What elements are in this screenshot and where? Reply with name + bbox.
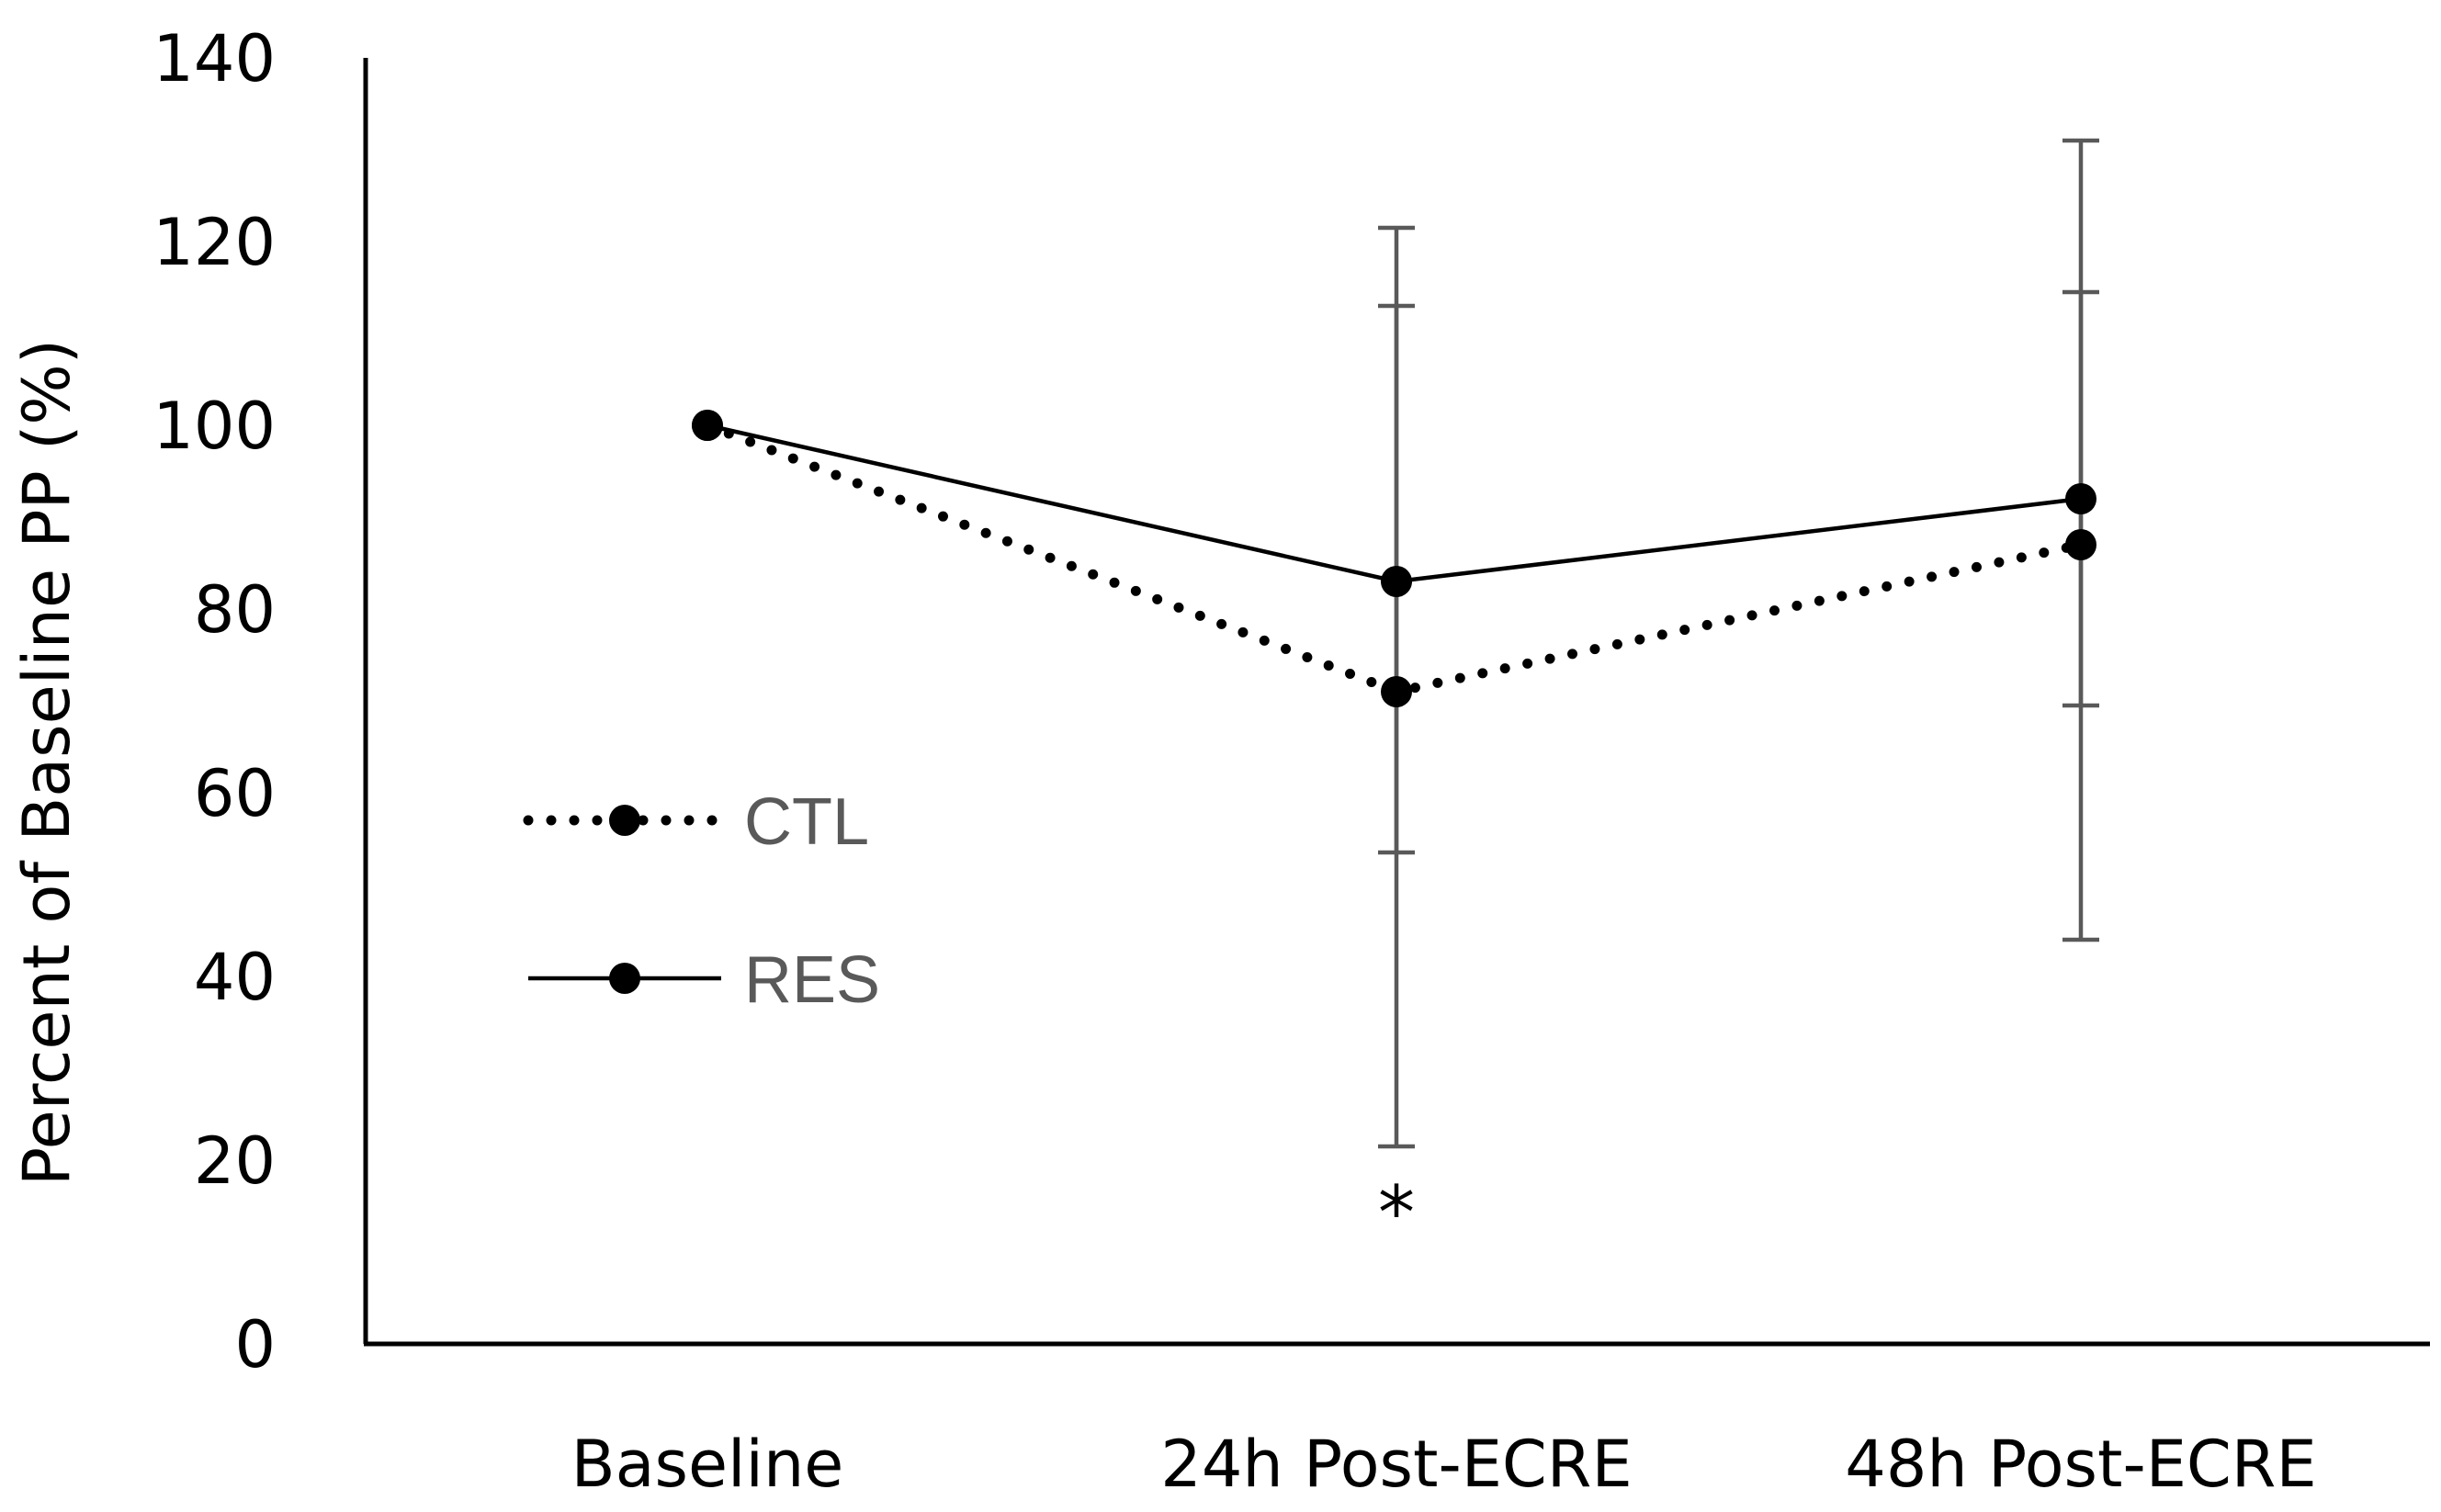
y-tick-label: 20 xyxy=(194,1123,276,1199)
data-point-res xyxy=(692,410,723,441)
significance-asterisk: * xyxy=(1378,1170,1415,1256)
legend-marker-ctl xyxy=(609,805,640,836)
data-point-ctl xyxy=(2065,529,2096,560)
series-line-res xyxy=(706,423,2082,584)
y-tick-labels: 0 20 40 60 80 100 120 140 xyxy=(153,21,276,1382)
error-bars xyxy=(1378,138,2099,1149)
data-point-res xyxy=(1381,566,1412,597)
y-tick-label: 100 xyxy=(153,389,276,464)
data-point-ctl xyxy=(1381,676,1412,707)
x-category-label: 24h Post-ECRE xyxy=(1160,1427,1632,1502)
y-tick-label: 120 xyxy=(153,205,276,280)
y-tick-label: 40 xyxy=(194,940,276,1015)
y-tick-label: 0 xyxy=(234,1307,276,1382)
y-tick-label: 60 xyxy=(194,756,276,831)
axes xyxy=(363,58,2430,1347)
legend-label-ctl: CTL xyxy=(744,785,869,859)
x-category-label: 48h Post-ECRE xyxy=(1845,1427,2316,1502)
y-axis-title: Percent of Baseline PP (%) xyxy=(9,339,85,1186)
x-category-labels: Baseline 24h Post-ECRE 48h Post-ECRE xyxy=(571,1427,2317,1502)
y-tick-label: 80 xyxy=(194,572,276,648)
legend-marker-res xyxy=(609,963,640,994)
legend: CTL RES xyxy=(523,785,880,1017)
annotations: * xyxy=(1378,1170,1415,1256)
series-lines xyxy=(692,410,2096,707)
series-line-ctl xyxy=(702,420,2086,697)
legend-label-res: RES xyxy=(744,943,880,1017)
data-point-res xyxy=(2065,483,2096,514)
y-tick-label: 140 xyxy=(153,21,276,96)
x-category-label: Baseline xyxy=(571,1427,844,1502)
